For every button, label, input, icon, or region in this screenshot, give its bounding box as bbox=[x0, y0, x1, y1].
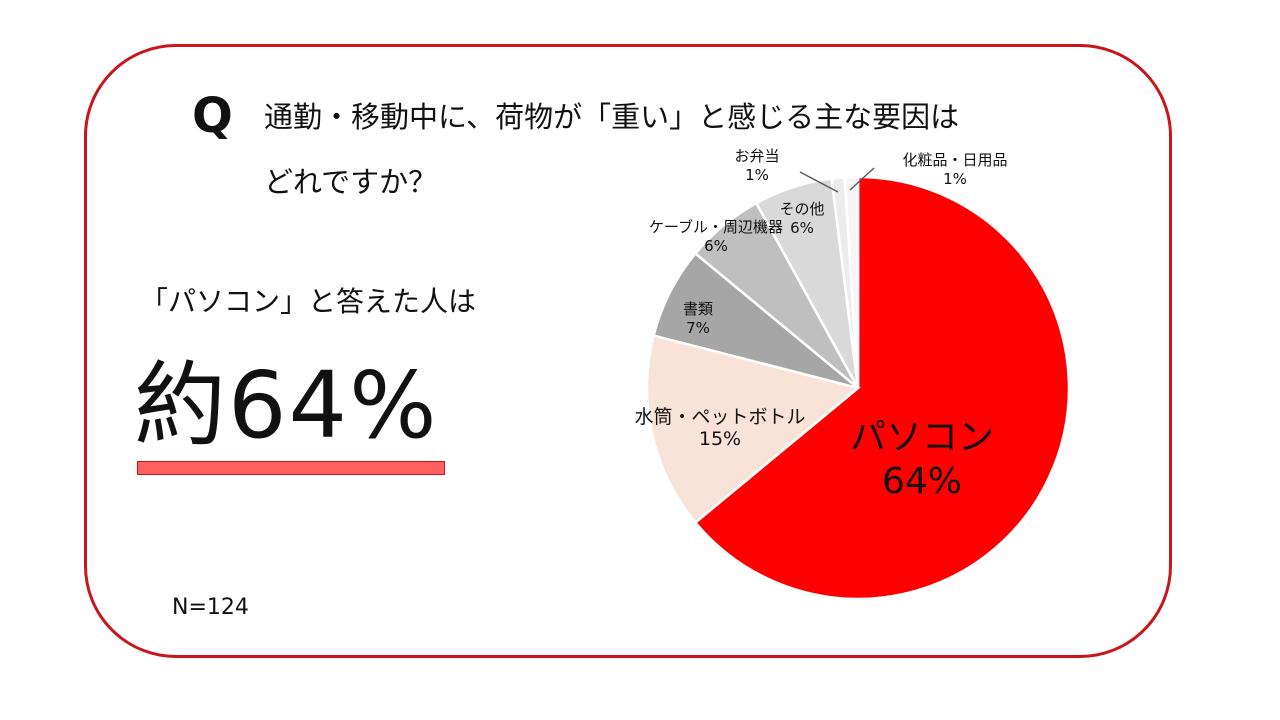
slice-label-cables-name: ケーブル・周辺機器 bbox=[648, 218, 784, 236]
pie-slice-6 bbox=[843, 175, 860, 389]
pie-slice-0 bbox=[693, 175, 1071, 601]
highlight-value: 約64% bbox=[134, 352, 439, 459]
slice-label-cosmetics: 化粧品・日用品 1% bbox=[902, 151, 1007, 189]
slice-label-documents-name: 書類 bbox=[682, 300, 714, 318]
slice-label-obento-value: 1% bbox=[745, 166, 769, 184]
slice-label-obento-name: お弁当 bbox=[734, 147, 780, 165]
slice-label-bottle-name: 水筒・ペットボトル bbox=[634, 406, 806, 428]
slice-label-cables: ケーブル・周辺機器 6% bbox=[649, 218, 783, 256]
slice-label-other: その他 6% bbox=[779, 200, 824, 238]
slice-label-obento: お弁当 1% bbox=[734, 147, 779, 185]
highlight-lead-text: 「パソコン」と答えた人は bbox=[140, 285, 477, 318]
slice-label-cables-value: 6% bbox=[704, 237, 728, 255]
highlight-underline bbox=[137, 461, 445, 475]
leader-line-cosmetics bbox=[849, 167, 875, 191]
question-text-line2: どれですか？ bbox=[264, 165, 438, 199]
slice-label-cosmetics-name: 化粧品・日用品 bbox=[902, 151, 1008, 169]
slice-label-other-name: その他 bbox=[779, 200, 825, 218]
slice-label-bottle: 水筒・ペットボトル 15% bbox=[634, 406, 805, 450]
slice-label-documents: 書類 7% bbox=[683, 300, 713, 338]
sample-size: N=124 bbox=[172, 595, 249, 620]
slice-label-pc-name: パソコン bbox=[849, 417, 995, 458]
question-text-line1: 通勤・移動中に、荷物が「重い」と感じる主な要因は bbox=[264, 100, 960, 134]
slice-label-other-value: 6% bbox=[790, 219, 814, 237]
question-mark-label: Q bbox=[192, 88, 233, 144]
slice-label-cosmetics-value: 1% bbox=[943, 170, 967, 188]
pie-slice-1 bbox=[645, 334, 861, 525]
leader-line-obento bbox=[799, 171, 839, 193]
slice-label-pc: パソコン 64% bbox=[850, 416, 994, 504]
rounded-frame bbox=[84, 44, 1172, 658]
slice-label-documents-value: 7% bbox=[686, 319, 710, 337]
slice-label-pc-value: 64% bbox=[881, 461, 963, 502]
slice-label-bottle-value: 15% bbox=[698, 428, 742, 450]
